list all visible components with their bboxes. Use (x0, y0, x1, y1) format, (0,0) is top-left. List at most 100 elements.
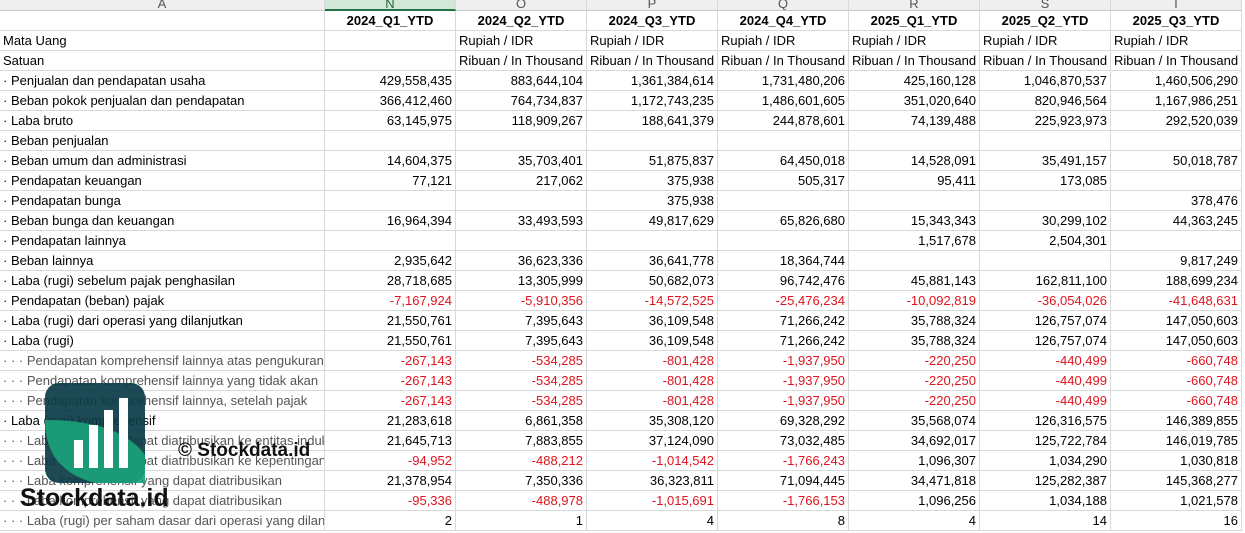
value-cell: 1,486,601,605 (718, 91, 849, 111)
value-cell: 34,692,017 (849, 431, 980, 451)
value-cell: 16,964,394 (325, 211, 456, 231)
meta-cell: Ribuan / In Thousand (1111, 51, 1242, 71)
row-label: · Pendapatan (beban) pajak (0, 291, 325, 311)
meta-cell: Ribuan / In Thousand (718, 51, 849, 71)
value-cell (1111, 131, 1242, 151)
column-letter: N (325, 0, 456, 11)
value-cell: 1,361,384,614 (587, 71, 718, 91)
value-cell: 162,811,100 (980, 271, 1111, 291)
value-cell: 351,020,640 (849, 91, 980, 111)
row-label: · Pendapatan bunga (0, 191, 325, 211)
value-cell: 7,350,336 (456, 471, 587, 491)
value-cell: -267,143 (325, 391, 456, 411)
value-cell: 71,266,242 (718, 331, 849, 351)
meta-cell: Rupiah / IDR (849, 31, 980, 51)
value-cell (456, 231, 587, 251)
meta-cell (325, 31, 456, 51)
row-label: · Pendapatan keuangan (0, 171, 325, 191)
meta-cell: Ribuan / In Thousand (456, 51, 587, 71)
value-cell: 14 (980, 511, 1111, 531)
value-cell: 292,520,039 (1111, 111, 1242, 131)
row-label: · Laba (rugi) (0, 331, 325, 351)
value-cell: -267,143 (325, 351, 456, 371)
value-cell: 50,682,073 (587, 271, 718, 291)
value-cell: 4 (849, 511, 980, 531)
value-cell: 8 (718, 511, 849, 531)
value-cell: 145,368,277 (1111, 471, 1242, 491)
value-cell: -1,015,691 (587, 491, 718, 511)
value-cell: 34,471,818 (849, 471, 980, 491)
meta-cell (325, 51, 456, 71)
value-cell: -94,952 (325, 451, 456, 471)
value-cell: 820,946,564 (980, 91, 1111, 111)
row-label: · Beban penjualan (0, 131, 325, 151)
value-cell: 35,788,324 (849, 331, 980, 351)
value-cell: 35,308,120 (587, 411, 718, 431)
value-cell: 173,085 (980, 171, 1111, 191)
value-cell: 146,019,785 (1111, 431, 1242, 451)
value-cell: 36,109,548 (587, 311, 718, 331)
value-cell: 35,703,401 (456, 151, 587, 171)
value-cell: 96,742,476 (718, 271, 849, 291)
value-cell: -36,054,026 (980, 291, 1111, 311)
value-cell: -440,499 (980, 391, 1111, 411)
value-cell (456, 191, 587, 211)
value-cell: 425,160,128 (849, 71, 980, 91)
meta-cell: Satuan (0, 51, 325, 71)
watermark-text: © Stockdata.id (178, 440, 311, 461)
value-cell: 49,817,629 (587, 211, 718, 231)
value-cell: 77,121 (325, 171, 456, 191)
value-cell: 1,517,678 (849, 231, 980, 251)
value-cell: -801,428 (587, 391, 718, 411)
value-cell: 1,034,188 (980, 491, 1111, 511)
meta-cell: Rupiah / IDR (980, 31, 1111, 51)
row-label: · Beban pokok penjualan dan pendapatan (0, 91, 325, 111)
value-cell: 14,604,375 (325, 151, 456, 171)
value-cell: 21,645,713 (325, 431, 456, 451)
value-cell: 71,266,242 (718, 311, 849, 331)
value-cell: -488,212 (456, 451, 587, 471)
value-cell (325, 191, 456, 211)
value-cell (1111, 231, 1242, 251)
value-cell: 71,094,445 (718, 471, 849, 491)
value-cell: 36,323,811 (587, 471, 718, 491)
value-cell: 118,909,267 (456, 111, 587, 131)
meta-cell: Rupiah / IDR (456, 31, 587, 51)
column-header: 2024_Q1_YTD (325, 11, 456, 31)
value-cell: 33,493,593 (456, 211, 587, 231)
value-cell: 1,021,578 (1111, 491, 1242, 511)
value-cell (718, 191, 849, 211)
value-cell (980, 251, 1111, 271)
value-cell: -7,167,924 (325, 291, 456, 311)
meta-cell: Rupiah / IDR (1111, 31, 1242, 51)
value-cell: -660,748 (1111, 371, 1242, 391)
value-cell: 35,568,074 (849, 411, 980, 431)
value-cell: 50,018,787 (1111, 151, 1242, 171)
value-cell: 45,881,143 (849, 271, 980, 291)
value-cell: 51,875,837 (587, 151, 718, 171)
column-header: 2024_Q2_YTD (456, 11, 587, 31)
meta-cell: Ribuan / In Thousand (980, 51, 1111, 71)
value-cell: 2,935,642 (325, 251, 456, 271)
value-cell: -488,978 (456, 491, 587, 511)
value-cell (587, 231, 718, 251)
column-header: 2025_Q1_YTD (849, 11, 980, 31)
row-label: · Beban bunga dan keuangan (0, 211, 325, 231)
value-cell: -1,766,243 (718, 451, 849, 471)
row-label: · Beban umum dan administrasi (0, 151, 325, 171)
value-cell: 2,504,301 (980, 231, 1111, 251)
column-header: 2025_Q2_YTD (980, 11, 1111, 31)
row-label: · · · Pendapatan komprehensif lainnya ya… (0, 371, 325, 391)
value-cell: 1,731,480,206 (718, 71, 849, 91)
value-cell: 1,167,986,251 (1111, 91, 1242, 111)
value-cell: -220,250 (849, 371, 980, 391)
value-cell: 378,476 (1111, 191, 1242, 211)
value-cell (587, 131, 718, 151)
value-cell: 37,124,090 (587, 431, 718, 451)
row-label: · Laba (rugi) dari operasi yang dilanjut… (0, 311, 325, 331)
value-cell: 13,305,999 (456, 271, 587, 291)
value-cell: -220,250 (849, 391, 980, 411)
value-cell: 21,283,618 (325, 411, 456, 431)
value-cell: 16 (1111, 511, 1242, 531)
meta-cell: Ribuan / In Thousand (587, 51, 718, 71)
